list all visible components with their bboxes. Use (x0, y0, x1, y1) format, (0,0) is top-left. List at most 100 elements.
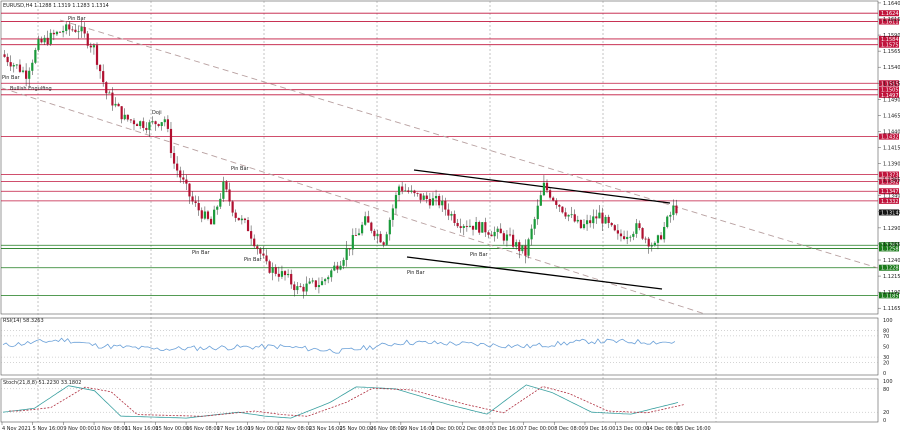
price-axis-label: 1.1190 (883, 290, 900, 296)
candle-body (228, 189, 231, 202)
upper-dashed-trendline (59, 19, 879, 269)
time-axis-label: 16 Nov 08:00 (186, 426, 220, 432)
candle-body (200, 210, 203, 219)
candle-body (308, 281, 311, 284)
candle-body (327, 277, 330, 280)
horizontal-levels: 1.16241.16111.15841.15751.15151.15051.14… (1, 10, 899, 299)
rsi-axis-label: 50 (883, 345, 889, 351)
candle-body (129, 119, 133, 121)
annotations: Pin Bar Pin Bar Bullish Engulfing Doji Pin B… (2, 16, 489, 276)
candle-body (148, 122, 151, 130)
candle-body (666, 216, 669, 227)
candle-body (564, 212, 567, 217)
candle-body (111, 92, 114, 106)
candle-body (342, 259, 345, 266)
candle-body (105, 82, 108, 94)
candle-body (505, 234, 509, 241)
candle-body (83, 27, 86, 34)
candle-body (274, 267, 277, 274)
candle-body (672, 205, 675, 215)
candle-body (209, 218, 213, 225)
candle-body (314, 280, 317, 288)
candles (3, 19, 678, 299)
candle-body (379, 233, 382, 243)
level-tag-label: 1.1362 (881, 180, 899, 186)
stoch-axis-label: 100 (883, 379, 893, 385)
candle-body (499, 228, 502, 234)
candle-body (573, 214, 576, 222)
candle-body (320, 281, 324, 286)
candle-body (145, 127, 148, 130)
time-axis-label: 8 Dec 08:00 (554, 426, 584, 432)
candle-body (151, 121, 154, 123)
candle-body (481, 222, 484, 233)
rsi-panel-frame (0, 317, 879, 376)
candle-body (246, 220, 250, 232)
candle-body (323, 279, 327, 282)
price-axis-label: 1.1340 (883, 194, 900, 200)
level-tag (879, 18, 899, 25)
candle-body (653, 242, 656, 246)
candle-body (635, 223, 638, 234)
candle-body (89, 45, 92, 48)
candle-body (536, 205, 539, 220)
time-axis-label: 7 Dec 00:00 (524, 426, 554, 432)
candle-body (644, 238, 647, 240)
level-tag (879, 171, 899, 178)
price-axis-label: 1.1215 (883, 274, 900, 280)
candle-body (296, 286, 299, 291)
candle-body (508, 234, 512, 236)
candle-body (453, 213, 456, 223)
level-tag (879, 133, 899, 140)
candle-body (302, 286, 305, 292)
level-tag-label: 1.1432 (881, 135, 899, 141)
time-axis-label: 3 Dec 16:00 (493, 426, 523, 432)
candle-body (65, 24, 68, 31)
candle-body (527, 239, 530, 256)
stoch-panel: 100 80 20 0 (1, 379, 893, 424)
candle-body (290, 273, 293, 285)
candle-body (530, 228, 533, 240)
candle-body (191, 196, 194, 202)
candle-body (348, 248, 351, 250)
pattern-annotation: Pin Bar (192, 250, 211, 256)
candle-body (561, 206, 564, 213)
level-tag (879, 292, 899, 299)
candle-body (95, 45, 99, 65)
candle-body (450, 213, 453, 216)
candle-body (52, 32, 55, 35)
rsi-line (2, 337, 676, 354)
candle-body (533, 219, 536, 229)
stoch-axis-label: 20 (883, 410, 889, 416)
candle-body (336, 265, 339, 270)
price-axis-label: 1.1465 (883, 113, 900, 119)
candle-body (601, 212, 604, 224)
candle-body (397, 186, 401, 196)
candle-body (77, 31, 80, 33)
price-axis-label: 1.1490 (883, 97, 900, 103)
candle-body (142, 121, 145, 128)
candle-body (188, 183, 191, 197)
pattern-annotation: Pin Bar (470, 252, 489, 258)
candle-body (126, 114, 129, 120)
price-axis-label: 1.1540 (883, 65, 900, 71)
candle-body (172, 153, 176, 164)
candle-body (256, 246, 259, 249)
candle-body (592, 216, 595, 224)
pattern-annotation: Pin Bar (2, 75, 21, 81)
candle-body (422, 195, 425, 200)
candle-body (80, 27, 83, 32)
candle-body (120, 106, 123, 120)
rsi-title: RSI(14) 58.3263 (3, 318, 44, 324)
candle-body (444, 200, 447, 210)
candle-body (441, 200, 444, 206)
time-axis-label: 25 Nov 00:00 (340, 426, 374, 432)
candle-body (613, 225, 616, 231)
candle-body (262, 253, 265, 256)
price-axis-label: 1.1390 (883, 162, 900, 168)
candle-body (317, 285, 321, 288)
candle-body (425, 195, 428, 199)
